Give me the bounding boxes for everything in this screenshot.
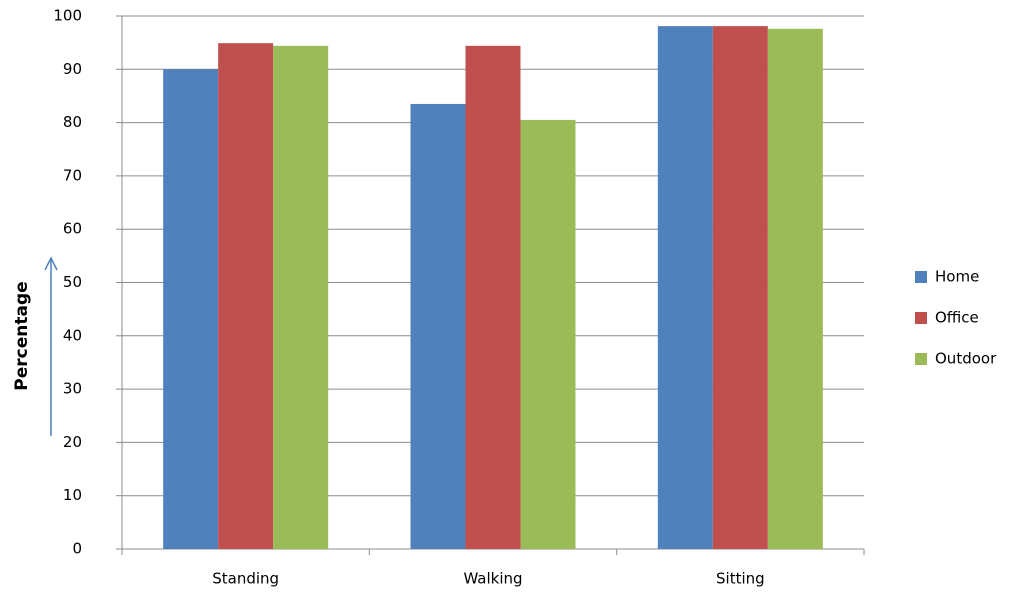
y-tick-label: 90 [63,60,82,78]
y-tick-label: 30 [63,380,82,398]
y-tick-label: 20 [63,433,82,451]
legend-swatch [915,353,927,365]
y-tick-label: 0 [72,540,82,558]
y-tick-label: 80 [63,113,82,131]
legend-swatch [915,271,927,283]
y-tick-label: 40 [63,326,82,344]
bar [163,69,219,550]
bar [218,43,274,550]
bar [273,45,329,550]
bar [657,26,713,549]
y-axis-label: Percentage [12,281,32,390]
bar [712,26,768,549]
legend-swatch [915,312,927,324]
legend-label: Outdoor [935,350,997,368]
x-tick-label: Standing [212,570,279,588]
y-tick-label: 50 [63,273,82,291]
bar [520,119,576,549]
y-tick-label: 100 [53,7,82,25]
y-tick-label: 60 [63,220,82,238]
x-tick-label: Sitting [716,570,765,588]
legend-label: Home [935,268,979,286]
bar [410,103,466,549]
bar [767,28,823,550]
bar [465,45,521,550]
legend-label: Office [935,309,979,327]
x-tick-label: Walking [463,570,522,588]
axis-arrow [44,256,58,436]
y-tick-label: 70 [63,166,82,184]
y-tick-label: 10 [63,486,82,504]
